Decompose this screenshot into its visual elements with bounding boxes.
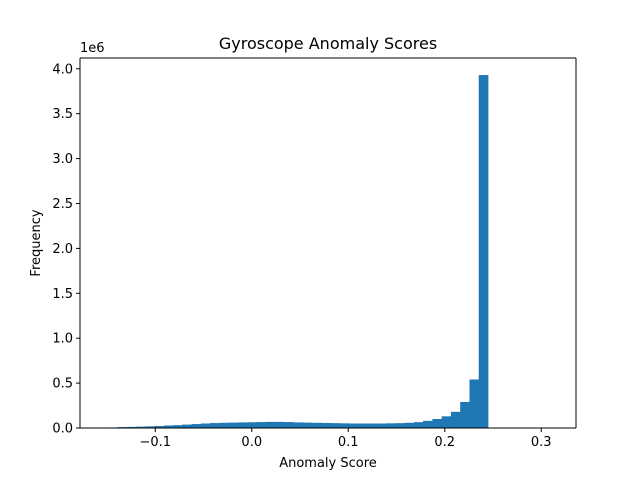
histogram-bar: [284, 422, 294, 428]
y-tick-label: 3.0: [52, 152, 73, 167]
histogram-bar: [386, 423, 396, 428]
y-tick-label: 1.5: [52, 287, 73, 302]
histogram-bar: [349, 423, 359, 428]
y-tick-label: 0.0: [52, 422, 73, 437]
histogram-bar: [182, 424, 192, 428]
histogram-bar: [432, 419, 443, 428]
histogram-bar: [339, 423, 350, 428]
histogram-bar: [413, 422, 424, 428]
histogram-bar: [256, 422, 267, 428]
histogram-bar: [265, 421, 276, 428]
x-axis-label: Anomaly Score: [279, 456, 377, 471]
histogram-bar: [274, 421, 285, 428]
histogram-bar: [478, 75, 489, 428]
histogram-bar: [135, 426, 146, 428]
histogram-bar: [247, 422, 257, 428]
y-axis-label: Frequency: [29, 209, 44, 276]
y-tick-label: 2.5: [52, 197, 73, 212]
histogram-bar: [191, 424, 202, 428]
histogram-bar: [237, 422, 248, 428]
histogram-bar: [145, 426, 155, 428]
histogram-bar: [173, 425, 183, 428]
y-tick-label: 4.0: [52, 62, 73, 77]
x-tick-label: 0.1: [338, 435, 359, 450]
histogram-bar: [460, 401, 470, 428]
histogram-bar: [441, 416, 452, 428]
histogram-bar: [200, 423, 211, 428]
histogram-bar: [321, 422, 331, 428]
y-offset-label: 1e6: [80, 41, 105, 56]
histogram-bar: [469, 379, 480, 428]
x-tick-label: 0.3: [531, 435, 552, 450]
histogram-bar: [228, 422, 239, 428]
histogram-bar: [293, 422, 304, 428]
y-ticks: 0.0 0.5 1.0 1.5 2.0 2.5 3.0 3.5 4.0: [52, 62, 80, 437]
x-tick-label: 0.0: [241, 435, 262, 450]
histogram-bar: [311, 422, 322, 428]
histogram-bar: [358, 423, 368, 428]
x-ticks: −0.1 0.0 0.1 0.2 0.3: [139, 428, 552, 450]
y-tick-label: 3.5: [52, 107, 73, 122]
histogram-bar: [126, 426, 137, 428]
histogram-bar: [367, 423, 378, 428]
histogram-bar: [423, 420, 433, 428]
histogram-bar: [395, 423, 406, 428]
y-tick-label: 1.0: [52, 332, 73, 347]
y-tick-label: 2.0: [52, 242, 73, 257]
histogram-bar: [163, 425, 174, 428]
histogram-bar: [154, 426, 165, 428]
histogram-bar: [450, 411, 461, 428]
histogram-bar: [302, 422, 313, 428]
histogram-bar: [219, 422, 229, 428]
histogram-bars: [89, 75, 489, 428]
histogram-bar: [210, 423, 220, 428]
histogram-bar: [330, 423, 341, 428]
x-tick-label: 0.2: [434, 435, 455, 450]
y-tick-label: 0.5: [52, 377, 73, 392]
histogram-bar: [404, 422, 415, 428]
chart-title: Gyroscope Anomaly Scores: [219, 34, 437, 53]
histogram-bar: [376, 423, 387, 428]
axes: [79, 57, 577, 429]
x-tick-label: −0.1: [139, 435, 171, 450]
